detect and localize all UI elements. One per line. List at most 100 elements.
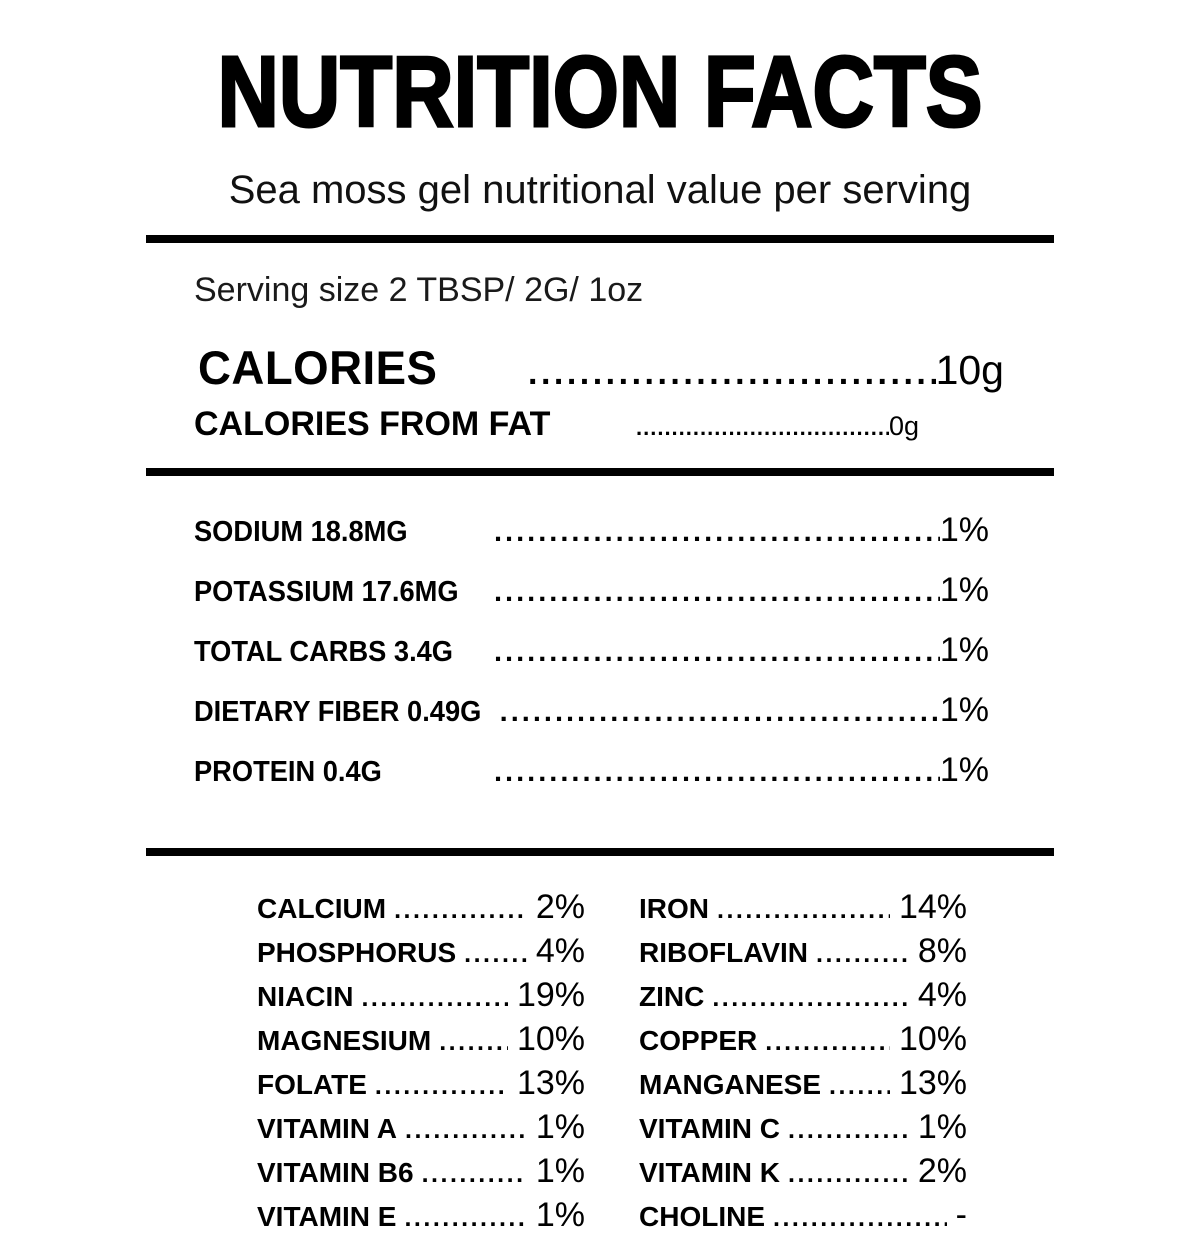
dotted-leader <box>375 1072 508 1101</box>
nutrient-row: SODIUM 18.8MG 1% <box>194 511 989 550</box>
calories-from-fat-value: 0g <box>888 411 919 441</box>
micronutrients-right-column: IRON 14% RIBOFLAVIN 8% ZINC 4% COPPER 10… <box>639 888 967 1240</box>
micronutrient-row: FOLATE 13% <box>257 1064 585 1108</box>
calories-label: CALORIES <box>198 341 438 394</box>
micronutrient-label: VITAMIN A <box>257 1113 397 1144</box>
micronutrient-row: COPPER 10% <box>639 1020 967 1064</box>
micronutrient-row: VITAMIN C 1% <box>639 1108 967 1152</box>
dotted-leader <box>439 1028 508 1057</box>
dotted-leader <box>773 1204 947 1233</box>
calories-value: 10g <box>935 347 1004 393</box>
micronutrient-label: RIBOFLAVIN <box>639 937 809 968</box>
calories-row: CALORIES 10g <box>146 310 1054 395</box>
micronutrient-label: PHOSPHORUS <box>257 937 457 968</box>
micronutrient-row: ZINC 4% <box>639 976 967 1020</box>
nutrient-value: 1% <box>939 691 989 729</box>
nutrient-row: PROTEIN 0.4G 1% <box>194 751 989 790</box>
dotted-leader <box>816 940 909 969</box>
nutrient-value: 1% <box>939 571 989 609</box>
dotted-leader <box>788 1116 909 1145</box>
micronutrient-label: IRON <box>639 893 709 924</box>
micronutrient-row: VITAMIN E 1% <box>257 1196 585 1240</box>
micronutrient-row: VITAMIN K 2% <box>639 1152 967 1196</box>
micronutrient-label: VITAMIN C <box>639 1113 781 1144</box>
micronutrient-label: MAGNESIUM <box>257 1025 432 1056</box>
nutrient-label: POTASSIUM 17.6MG <box>194 576 459 608</box>
micronutrient-value: 13% <box>898 1064 967 1102</box>
nutrient-value: 1% <box>939 631 989 669</box>
micronutrient-value: 10% <box>898 1020 967 1058</box>
calories-from-fat-label: CALORIES FROM FAT <box>194 405 551 443</box>
micronutrient-label: FOLATE <box>257 1069 367 1100</box>
dotted-leader <box>404 1204 526 1233</box>
micronutrient-row: MANGANESE 13% <box>639 1064 967 1108</box>
dotted-leader <box>528 354 936 393</box>
dotted-leader <box>500 696 940 729</box>
micronutrient-label: VITAMIN B6 <box>257 1157 414 1188</box>
micronutrient-row: NIACIN 19% <box>257 976 585 1020</box>
nutrient-label: SODIUM 18.8MG <box>194 516 408 548</box>
dotted-leader <box>464 940 527 969</box>
nutrient-row: TOTAL CARBS 3.4G 1% <box>194 631 989 670</box>
nutrient-label: PROTEIN 0.4G <box>194 756 382 788</box>
dotted-leader <box>788 1160 909 1189</box>
micronutrient-value: 10% <box>516 1020 585 1058</box>
micronutrient-label: VITAMIN K <box>639 1157 781 1188</box>
micronutrient-row: VITAMIN B6 1% <box>257 1152 585 1196</box>
micronutrient-label: MANGANESE <box>639 1069 822 1100</box>
micronutrient-value: 1% <box>535 1108 585 1146</box>
micronutrient-value: 8% <box>917 932 967 970</box>
dotted-leader <box>765 1028 890 1057</box>
micronutrient-label: NIACIN <box>257 981 354 1012</box>
nutrient-row: DIETARY FIBER 0.49G 1% <box>194 691 989 730</box>
divider-rule <box>146 468 1054 476</box>
micronutrients-grid: CALCIUM 2% PHOSPHORUS 4% NIACIN 19% MAGN… <box>146 888 1054 1240</box>
micronutrient-value: 19% <box>516 976 585 1014</box>
divider-rule <box>146 848 1054 856</box>
micronutrient-row: IRON 14% <box>639 888 967 932</box>
dotted-leader <box>712 984 909 1013</box>
micronutrient-row: PHOSPHORUS 4% <box>257 932 585 976</box>
dotted-leader <box>636 415 889 441</box>
micronutrient-value: 4% <box>535 932 585 970</box>
dotted-leader <box>422 1160 527 1189</box>
dotted-leader <box>494 756 940 789</box>
micronutrient-value: 1% <box>535 1152 585 1190</box>
micronutrient-value: 1% <box>917 1108 967 1146</box>
micronutrient-row: CALCIUM 2% <box>257 888 585 932</box>
serving-size-label: Serving size 2 TBSP/ 2G/ 1oz <box>194 271 644 309</box>
micronutrient-value: 2% <box>535 888 585 926</box>
micronutrients-left-column: CALCIUM 2% PHOSPHORUS 4% NIACIN 19% MAGN… <box>257 888 585 1240</box>
page-subtitle: Sea moss gel nutritional value per servi… <box>228 168 972 212</box>
micronutrient-row: RIBOFLAVIN 8% <box>639 932 967 976</box>
nutrient-value: 1% <box>939 511 989 549</box>
micronutrient-value: 2% <box>917 1152 967 1190</box>
micronutrient-label: CHOLINE <box>639 1201 765 1232</box>
dotted-leader <box>494 636 940 669</box>
page-title: NUTRITION FACTS <box>216 36 984 148</box>
calories-from-fat-row: CALORIES FROM FAT 0g <box>146 395 1054 444</box>
micronutrient-label: ZINC <box>639 981 705 1012</box>
micronutrient-value: 14% <box>898 888 967 926</box>
micronutrient-label: COPPER <box>639 1025 758 1056</box>
divider-rule <box>146 235 1054 243</box>
dotted-leader <box>394 896 527 925</box>
dotted-leader <box>494 516 940 549</box>
nutrient-label: DIETARY FIBER 0.49G <box>194 696 482 728</box>
micronutrient-value: - <box>955 1196 967 1234</box>
dotted-leader <box>717 896 890 925</box>
macro-rows-section: SODIUM 18.8MG 1% POTASSIUM 17.6MG 1% TOT… <box>146 476 1054 820</box>
nutrient-row: POTASSIUM 17.6MG 1% <box>194 571 989 610</box>
micronutrient-value: 4% <box>917 976 967 1014</box>
dotted-leader <box>494 576 940 609</box>
nutrition-label: NUTRITION FACTS Sea moss gel nutritional… <box>146 36 1054 1240</box>
micronutrient-row: CHOLINE - <box>639 1196 967 1240</box>
micronutrient-row: VITAMIN A 1% <box>257 1108 585 1152</box>
dotted-leader <box>361 984 507 1013</box>
micronutrient-label: CALCIUM <box>257 893 387 924</box>
dotted-leader <box>405 1116 527 1145</box>
micronutrient-label: VITAMIN E <box>257 1201 397 1232</box>
nutrient-label: TOTAL CARBS 3.4G <box>194 636 454 668</box>
micronutrient-row: MAGNESIUM 10% <box>257 1020 585 1064</box>
nutrient-value: 1% <box>939 751 989 789</box>
